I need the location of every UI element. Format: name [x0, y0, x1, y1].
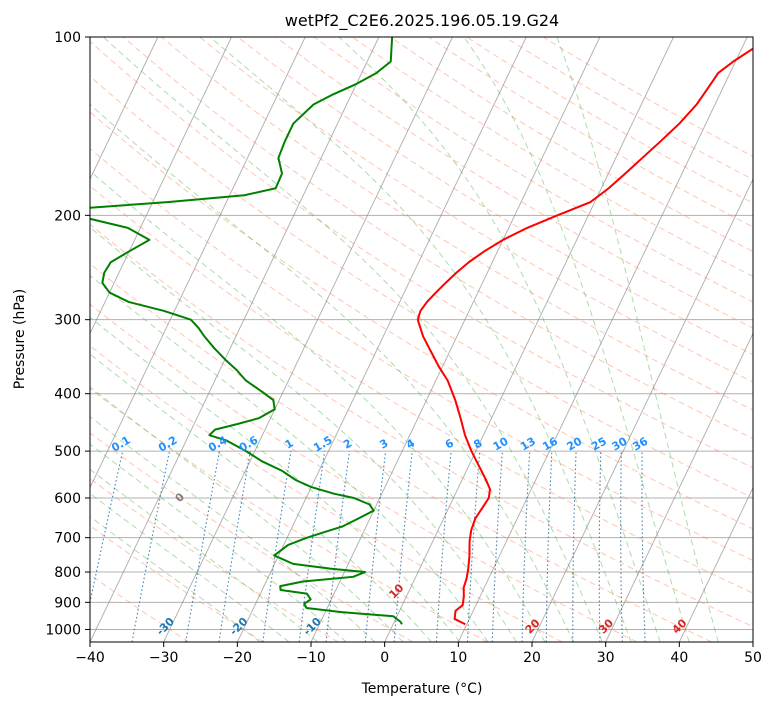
dry-adiabat-line — [90, 223, 753, 628]
mixing-ratio-line — [298, 451, 326, 642]
dry-adiabat-line — [122, 37, 753, 440]
isotherm-line — [90, 37, 380, 642]
x-tick-label: 30 — [597, 650, 615, 666]
moist-adiabat-line — [102, 37, 603, 642]
moist-adiabat-line — [556, 37, 719, 642]
y-tick-label: 1000 — [45, 622, 81, 638]
y-tick-label: 500 — [54, 444, 81, 460]
dry-adiabat-line — [90, 147, 753, 562]
isotherm-line — [384, 37, 674, 642]
isotherm-line — [531, 178, 753, 642]
dry-adiabat-line — [90, 185, 753, 594]
dry-adiabat-line — [90, 573, 190, 642]
x-tick-label: −40 — [75, 650, 105, 666]
x-axis-title: Temperature (°C) — [361, 681, 483, 697]
dry-adiabat-line — [90, 263, 712, 642]
isotherm-line — [457, 37, 748, 642]
data-lines — [90, 37, 753, 626]
isotherm-line — [752, 640, 753, 642]
x-tick-label: 10 — [449, 650, 467, 666]
y-tick-label: 800 — [54, 565, 81, 581]
y-tick-label: 300 — [54, 313, 81, 329]
y-tick-label: 100 — [54, 30, 81, 46]
y-tick-label: 400 — [54, 387, 81, 403]
moist-adiabat-line — [90, 316, 461, 642]
y-tick-label: 700 — [54, 531, 81, 547]
isotherm-line — [90, 37, 159, 181]
x-tick-label: 40 — [670, 650, 688, 666]
isotherm-line — [236, 37, 527, 642]
moist-adiabat-line — [90, 103, 575, 642]
moist-adiabat-line — [90, 443, 347, 642]
x-tick-label: −30 — [149, 650, 179, 666]
dry-adiabat-line — [90, 40, 753, 469]
plot-frame — [89, 36, 754, 643]
moist-adiabat-line — [90, 386, 404, 642]
moist-adiabat-line — [90, 226, 517, 642]
dry-adiabat-line — [90, 345, 563, 642]
chart-title: wetPf2_C2E6.2025.196.05.19.G24 — [285, 11, 559, 31]
y-tick-label: 200 — [54, 208, 81, 224]
isotherm-line — [90, 37, 232, 335]
moist-adiabat-line — [90, 416, 376, 642]
moist-adiabat-line — [90, 515, 261, 642]
y-tick-label: 600 — [54, 491, 81, 507]
mixing-ratio-line — [325, 451, 351, 642]
moist-adiabat-line — [209, 37, 632, 642]
mixing-ratio-line — [364, 451, 387, 642]
temperature-profile-line — [416, 47, 753, 626]
isotherm-line — [605, 332, 753, 642]
y-tick-label: 900 — [54, 595, 81, 611]
dry-adiabat-line — [90, 388, 488, 642]
isotherm-line — [90, 37, 306, 489]
x-tick-label: 50 — [744, 650, 762, 666]
dry-adiabat-line — [275, 37, 753, 329]
background-lines — [0, 37, 753, 642]
mixing-ratio-line — [393, 451, 413, 642]
y-axis-title: Pressure (hPa) — [12, 289, 28, 389]
axes: −40 −30 −20 −10 0 10 20 30 40 50 100 200 300 400 500 60… — [45, 30, 762, 666]
x-tick-label: 20 — [523, 650, 541, 666]
mixing-ratio-line — [262, 451, 292, 642]
dry-adiabat-line — [90, 432, 414, 642]
dry-adiabat-line — [90, 477, 339, 642]
dewpoint-profile-line — [90, 37, 403, 625]
moist-adiabat-line — [463, 37, 690, 642]
moist-adiabat-line — [90, 170, 546, 642]
x-tick-label: −10 — [296, 650, 326, 666]
isotherm-line — [310, 37, 601, 642]
isotherm-line — [0, 37, 11, 642]
isotherm-line — [678, 486, 753, 642]
x-tick-label: −20 — [223, 650, 253, 666]
x-tick-label: 0 — [380, 650, 389, 666]
moist-adiabat-line — [338, 37, 661, 642]
dry-adiabat-line — [90, 303, 638, 642]
dry-adiabat-line — [237, 37, 753, 356]
isotherm-line — [163, 37, 453, 642]
moist-adiabat-line — [90, 274, 489, 642]
